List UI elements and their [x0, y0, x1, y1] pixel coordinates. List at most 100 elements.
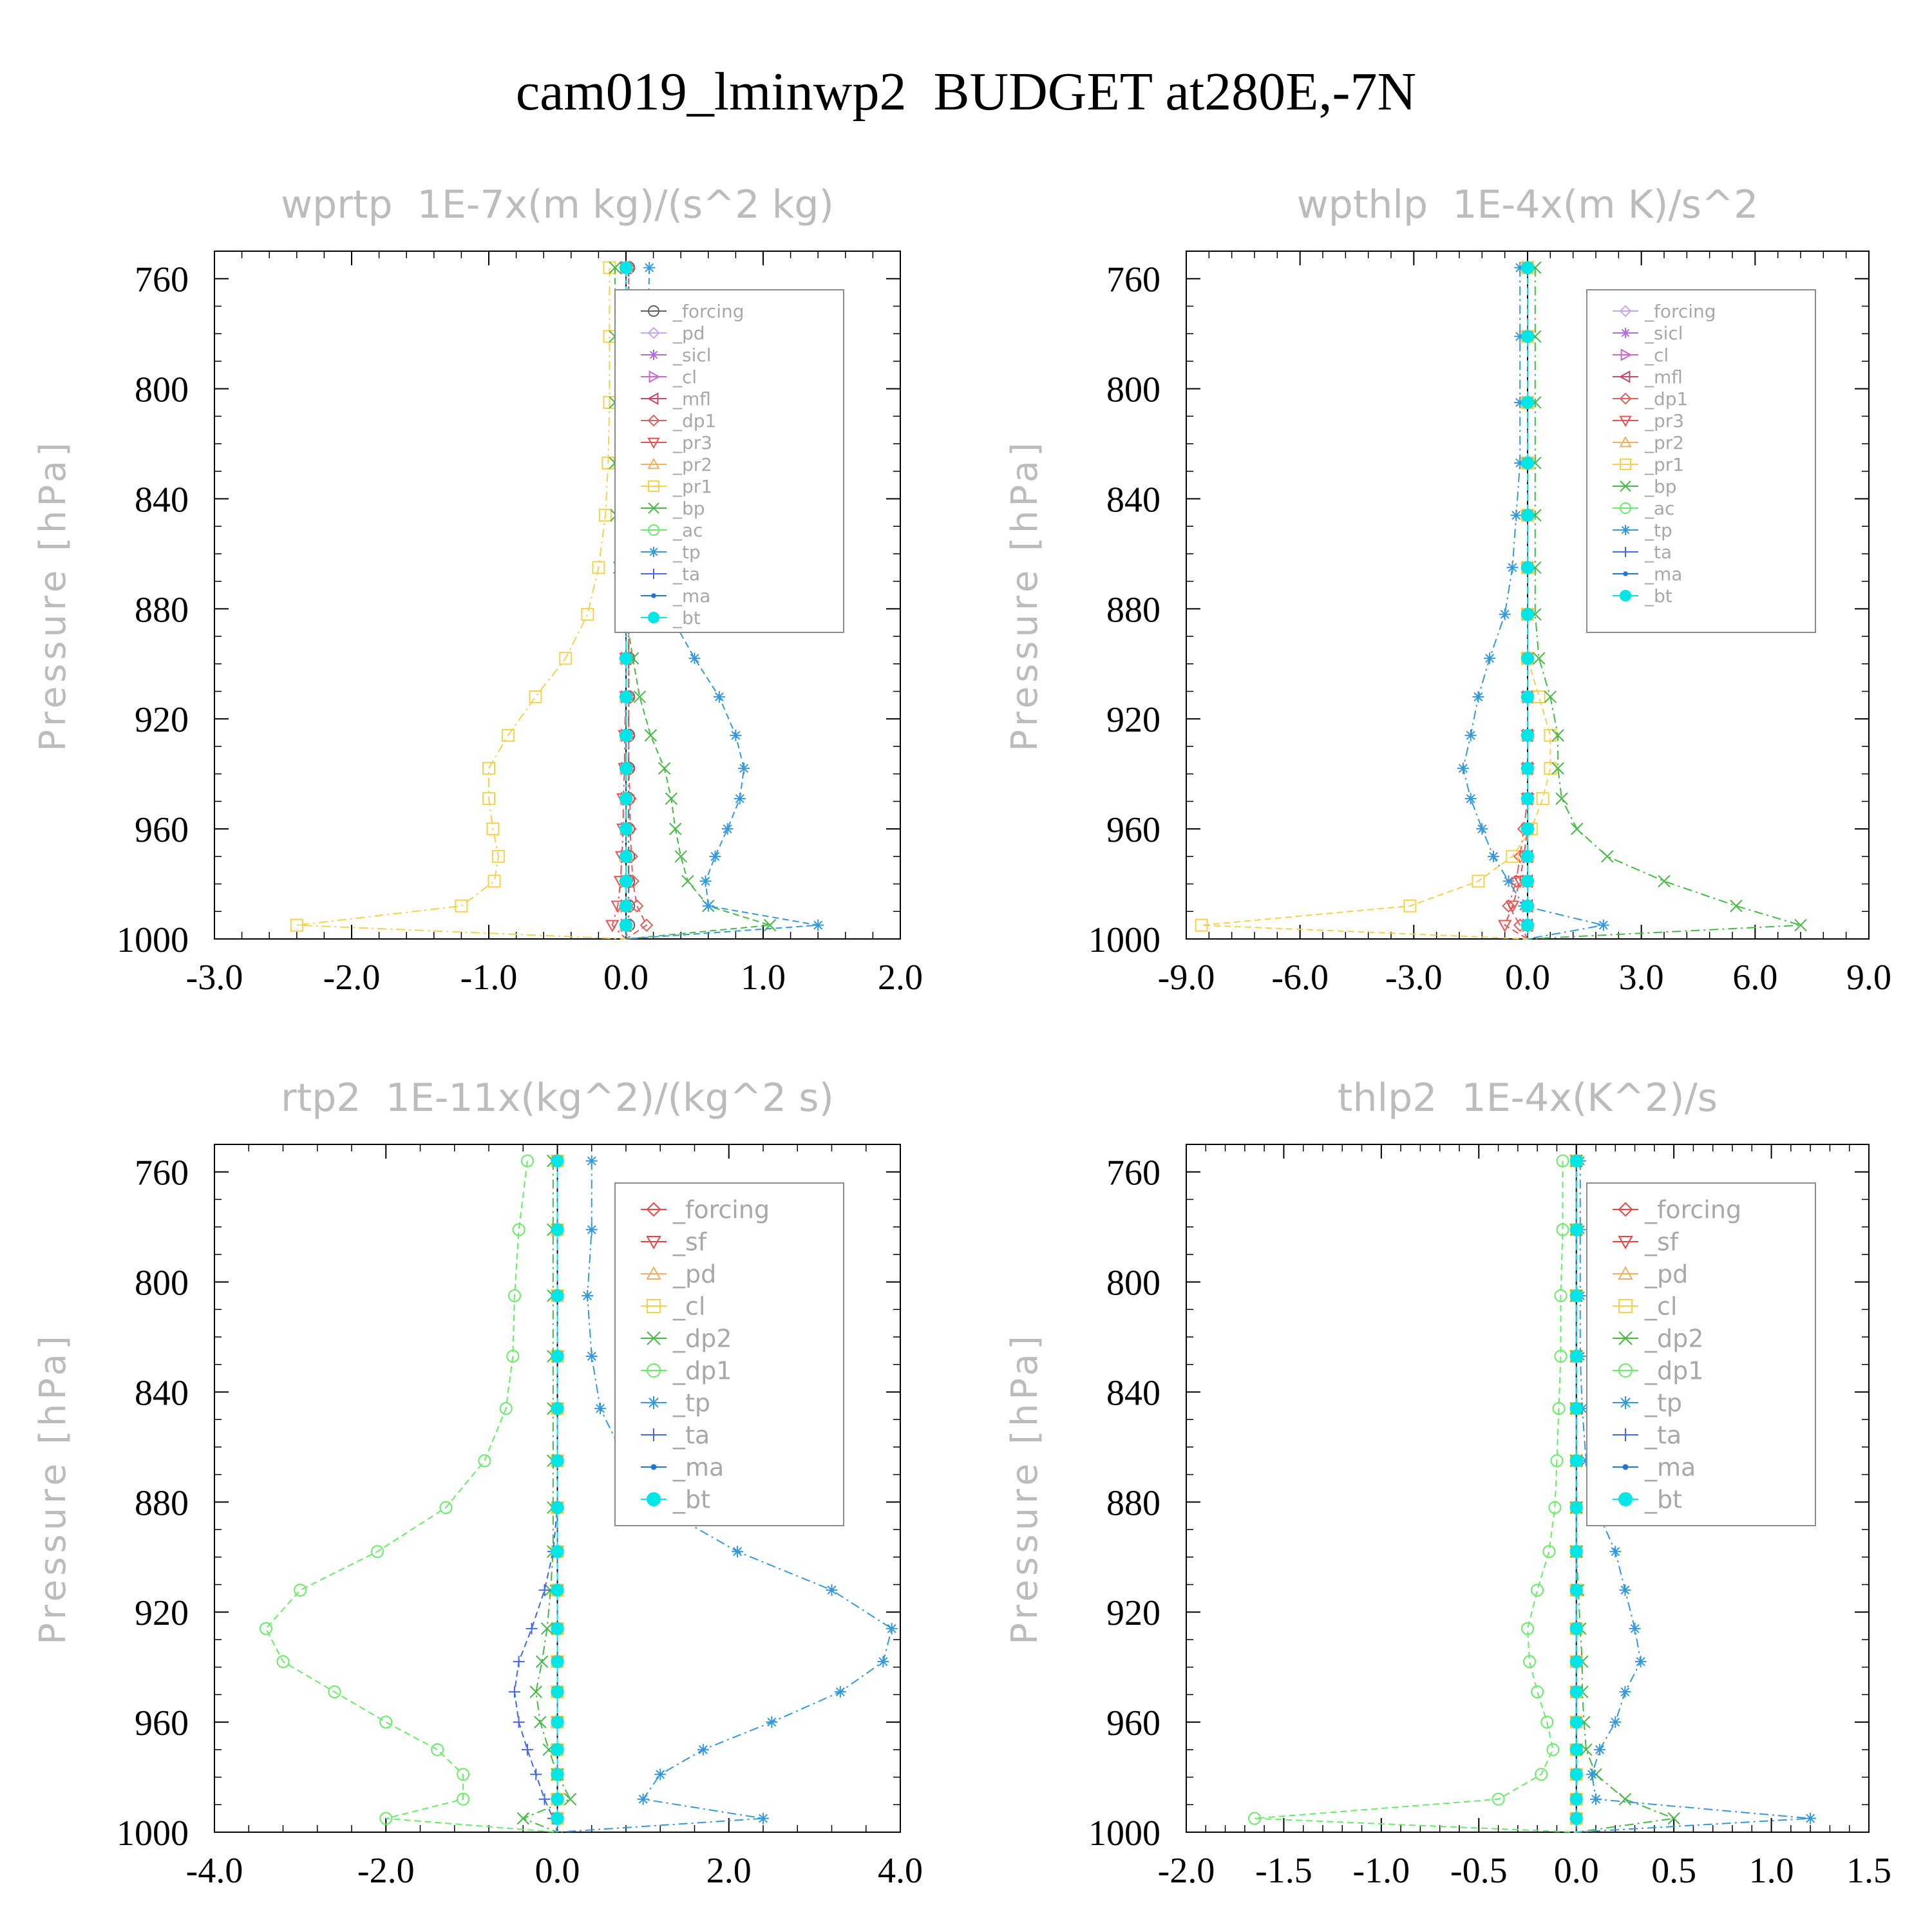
point-tp: [1634, 1656, 1647, 1668]
x-tick-label: 1.0: [741, 958, 786, 998]
y-tick-label: 1000: [117, 1814, 189, 1853]
point-pr1: [1403, 899, 1417, 913]
legend-marker: [1620, 547, 1631, 557]
point-tp: [1476, 823, 1488, 835]
point-bp: [609, 261, 621, 274]
point-bt: [620, 690, 632, 704]
point-bp: [1551, 729, 1564, 742]
point-bt: [551, 1655, 564, 1669]
x-tick-label: 0.0: [535, 1851, 580, 1891]
legend-label: _forcing: [1644, 301, 1716, 322]
point-tp: [1619, 1686, 1631, 1698]
y-tick-label: 800: [1106, 370, 1160, 410]
x-tick-label: -2.0: [1158, 1851, 1215, 1891]
legend-marker: [1620, 348, 1633, 361]
point-tp: [730, 729, 742, 741]
point-bt: [1569, 1223, 1583, 1236]
point-tp: [1502, 875, 1515, 887]
point-bt: [1569, 1289, 1583, 1302]
point-pr1: [482, 792, 495, 806]
legend-marker: [649, 370, 661, 383]
legend-label: _pr2: [1644, 432, 1684, 453]
point-bt: [551, 1501, 564, 1514]
point-pr1: [501, 728, 515, 742]
legend-marker: [1620, 480, 1631, 492]
point-bt: [620, 261, 632, 274]
point-bp: [1532, 652, 1546, 665]
point-tp: [1464, 793, 1477, 805]
point-ta: [538, 1793, 551, 1805]
point-tp: [1499, 608, 1511, 620]
legend-marker: [647, 1396, 660, 1409]
point-bt: [1569, 1501, 1583, 1514]
legend-label: _sicl: [672, 345, 712, 366]
legend-marker: [1620, 525, 1631, 535]
point-bp: [1544, 690, 1557, 703]
legend-label: _sf: [672, 1227, 708, 1256]
point-dp1: [520, 1154, 534, 1168]
y-tick-label: 1000: [1088, 1814, 1160, 1853]
legend-label: _ta: [1644, 1421, 1681, 1449]
point-dp1: [1554, 1349, 1567, 1363]
point-bt: [551, 1402, 564, 1416]
point-pr1: [290, 918, 303, 932]
point-ta: [521, 1743, 533, 1756]
point-bt: [1521, 899, 1534, 913]
point-tp: [766, 1716, 778, 1728]
point-ta: [508, 1686, 520, 1698]
point-tp: [709, 850, 721, 862]
y-axis-label: Pressure [hPa]: [32, 439, 74, 752]
point-tp: [738, 762, 750, 775]
point-dp1: [328, 1685, 341, 1699]
legend-label: _bt: [1644, 1485, 1682, 1513]
point-dp2: [529, 1685, 542, 1698]
y-axis-label: Pressure [hPa]: [1004, 439, 1046, 752]
point-tp: [834, 1686, 846, 1698]
point-tp: [697, 1743, 709, 1756]
point-bt: [620, 899, 632, 913]
point-dp2: [534, 1716, 547, 1728]
point-tp: [1597, 919, 1609, 931]
legend-box: [614, 289, 844, 633]
legend-box: [1586, 1182, 1816, 1526]
point-pr1: [455, 899, 468, 913]
legend-label: _bt: [672, 607, 701, 629]
y-axis-label: Pressure [hPa]: [32, 1332, 74, 1645]
y-tick-label: 920: [1106, 1593, 1160, 1633]
point-bp: [1794, 918, 1807, 932]
point-bp: [1658, 875, 1671, 887]
point-pr3: [605, 920, 620, 933]
point-dp2: [1618, 1793, 1632, 1806]
point-dp1: [457, 1768, 470, 1781]
point-bt: [1569, 1792, 1583, 1806]
point-bp: [1570, 822, 1584, 835]
point-dp1: [457, 1792, 470, 1806]
y-tick-label: 960: [1106, 1703, 1160, 1743]
point-dp2: [564, 1793, 577, 1806]
series-line-dp1: [625, 267, 648, 940]
point-bt: [551, 1154, 564, 1168]
point-dp1: [1531, 1584, 1544, 1597]
legend-marker: [646, 1202, 661, 1217]
y-tick-label: 800: [1106, 1264, 1160, 1303]
legend-marker: [648, 612, 659, 623]
legend-marker: [647, 1299, 661, 1313]
point-bt: [1569, 1454, 1583, 1468]
plot-frame: [214, 251, 901, 940]
legend-label: _pr2: [672, 454, 712, 475]
panel-title: wprtp 1E-7x(m kg)/(s^2 kg): [281, 182, 834, 227]
legend-marker: [647, 1363, 661, 1378]
y-tick-label: 920: [135, 700, 189, 740]
point-bt: [1521, 607, 1534, 621]
y-tick-label: 1000: [117, 920, 189, 960]
legend: _forcing _sf _pd _cl _dp2 _dp1 _tp _ta _ma _bt: [1586, 1182, 1816, 1526]
point-tp: [1619, 1584, 1631, 1596]
point-bt: [1569, 1545, 1583, 1558]
point-tp: [826, 1584, 838, 1596]
point-bt: [551, 1289, 564, 1302]
point-dp1: [379, 1812, 393, 1825]
series-line-tp: [1576, 1160, 1811, 1833]
legend-label: _bt: [1644, 585, 1672, 607]
series-line-pr1: [1201, 267, 1551, 940]
x-tick-label: -3.0: [1385, 958, 1443, 998]
